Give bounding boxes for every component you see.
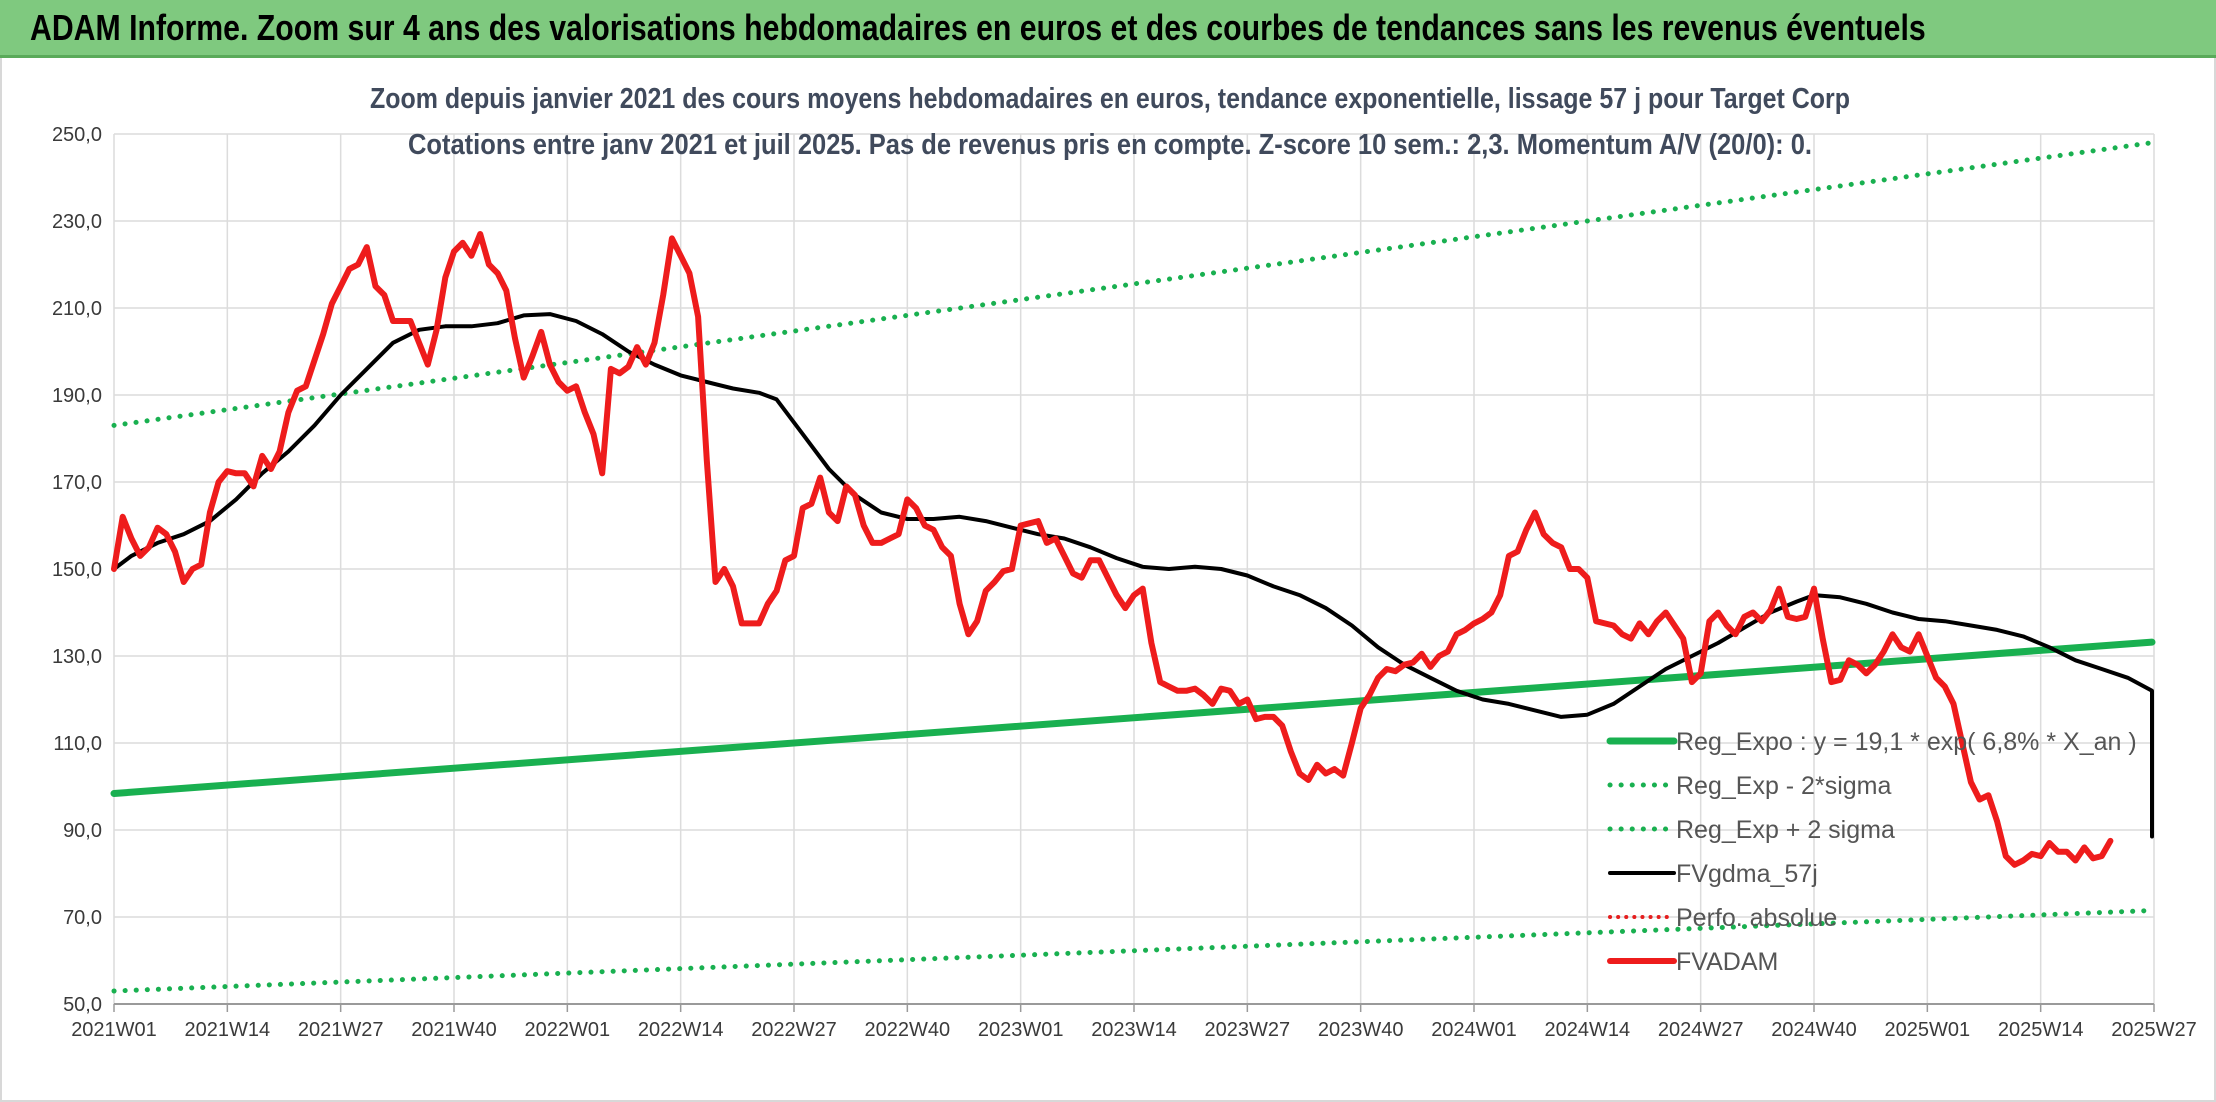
report-title: ADAM Informe. Zoom sur 4 ans des valoris… xyxy=(30,7,1926,48)
legend-label: FVADAM xyxy=(1676,948,1778,976)
x-tick-label: 2023W27 xyxy=(1205,1019,1291,1041)
x-axis-ticks: 2021W01 2021W14 2021W27 2021W40 2022W01 2022W… xyxy=(71,1019,2197,1041)
x-tick-label: 2024W27 xyxy=(1658,1019,1744,1041)
chart-grid xyxy=(113,133,2155,1012)
x-tick-label: 2022W27 xyxy=(751,1019,837,1041)
chart-legend: Reg_Expo : y = 19,1 * exp( 6,8% * X_an )… xyxy=(1606,728,2137,976)
y-tick-label: 170,0 xyxy=(52,472,102,494)
x-tick-label: 2024W14 xyxy=(1545,1019,1631,1041)
legend-label: Reg_Exp - 2*sigma xyxy=(1676,772,1891,800)
y-tick-label: 190,0 xyxy=(52,385,102,407)
report-banner: ADAM Informe. Zoom sur 4 ans des valoris… xyxy=(0,0,2216,58)
y-tick-label: 250,0 xyxy=(52,124,102,146)
y-tick-label: 110,0 xyxy=(53,733,102,755)
y-tick-label: 230,0 xyxy=(52,211,102,233)
legend-label: Reg_Exp + 2 sigma xyxy=(1676,816,1895,844)
x-tick-label: 2024W40 xyxy=(1771,1019,1857,1041)
x-tick-label: 2024W01 xyxy=(1431,1019,1517,1041)
series-reg-exp-plus-2sigma xyxy=(111,140,2155,428)
series-reg-expo xyxy=(110,638,2156,797)
y-tick-label: 150,0 xyxy=(52,559,102,581)
legend-label: Perfo. absolue xyxy=(1676,904,1837,932)
x-tick-label: 2025W14 xyxy=(1998,1019,2084,1041)
legend-label: FVgdma_57j xyxy=(1676,860,1818,888)
line-chart: 250,0 230,0 210,0 190,0 170,0 150,0 130,0 110,0… xyxy=(52,83,2197,1041)
chart-series xyxy=(110,140,2156,994)
y-tick-label: 50,0 xyxy=(63,994,102,1016)
x-tick-label: 2021W40 xyxy=(411,1019,497,1041)
x-tick-label: 2021W27 xyxy=(298,1019,384,1041)
x-tick-label: 2023W01 xyxy=(978,1019,1064,1041)
x-tick-label: 2022W14 xyxy=(638,1019,724,1041)
x-tick-label: 2023W14 xyxy=(1091,1019,1177,1041)
x-tick-label: 2023W40 xyxy=(1318,1019,1404,1041)
y-tick-label: 130,0 xyxy=(52,646,102,668)
y-tick-label: 70,0 xyxy=(63,907,102,929)
x-tick-label: 2021W01 xyxy=(71,1019,157,1041)
x-tick-label: 2025W27 xyxy=(2111,1019,2197,1041)
chart-frame: 250,0 230,0 210,0 190,0 170,0 150,0 130,0 110,0… xyxy=(0,58,2216,1102)
y-tick-label: 210,0 xyxy=(52,298,102,320)
x-tick-label: 2022W40 xyxy=(865,1019,951,1041)
x-tick-label: 2025W01 xyxy=(1885,1019,1971,1041)
x-tick-label: 2021W14 xyxy=(185,1019,271,1041)
legend-label: Reg_Expo : y = 19,1 * exp( 6,8% * X_an ) xyxy=(1676,728,2137,756)
y-axis-ticks: 250,0 230,0 210,0 190,0 170,0 150,0 130,0 110,0… xyxy=(52,124,102,1016)
chart-subtitle: Cotations entre janv 2021 et juil 2025. … xyxy=(408,129,1812,161)
x-tick-label: 2022W01 xyxy=(525,1019,611,1041)
series-fvadam xyxy=(111,231,2114,868)
chart-title: Zoom depuis janvier 2021 des cours moyen… xyxy=(370,83,1850,115)
y-tick-label: 90,0 xyxy=(63,820,102,842)
series-fvgdma-57j xyxy=(112,312,2154,839)
series-reg-exp-minus-2sigma xyxy=(111,908,2155,994)
